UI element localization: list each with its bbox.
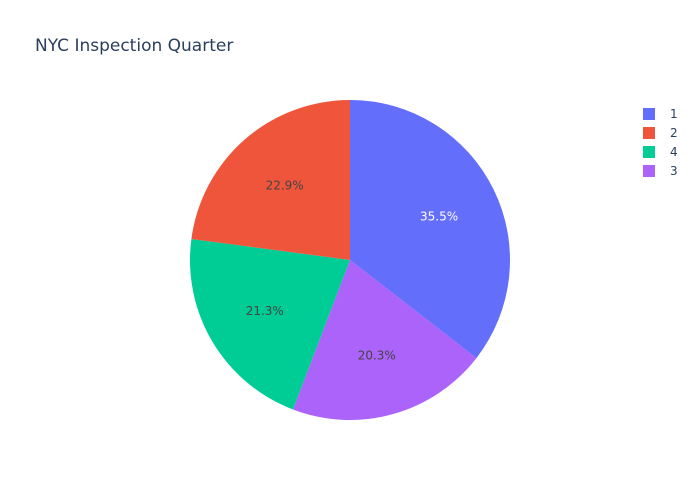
legend-label-3: 3 bbox=[670, 164, 678, 178]
pie-slice-labels: 35.5% 20.3% 21.3% 22.9% bbox=[246, 178, 458, 362]
pie-slice-3[interactable] bbox=[292, 260, 477, 420]
legend-label-2: 2 bbox=[670, 126, 678, 140]
slice-label-3: 20.3% bbox=[358, 349, 396, 363]
legend: 1 2 4 3 bbox=[643, 107, 678, 178]
chart-title: NYC Inspection Quarter bbox=[35, 36, 233, 56]
legend-item-2[interactable]: 2 bbox=[643, 126, 678, 140]
legend-item-3[interactable]: 3 bbox=[643, 164, 678, 178]
pie-slice-1[interactable] bbox=[350, 100, 510, 359]
pie-slice-4[interactable] bbox=[189, 238, 350, 410]
slice-label-2: 22.9% bbox=[266, 178, 304, 192]
legend-label-1: 1 bbox=[670, 107, 678, 121]
pie-slice-2[interactable] bbox=[191, 100, 350, 260]
legend-swatch-4 bbox=[643, 146, 655, 158]
pie-slices bbox=[189, 100, 510, 420]
legend-label-4: 4 bbox=[670, 145, 678, 159]
legend-item-1[interactable]: 1 bbox=[643, 107, 678, 121]
legend-swatch-2 bbox=[643, 127, 655, 139]
slice-label-4: 21.3% bbox=[246, 304, 284, 318]
slice-label-1: 35.5% bbox=[420, 209, 458, 223]
legend-swatch-1 bbox=[643, 108, 655, 120]
legend-item-4[interactable]: 4 bbox=[643, 145, 678, 159]
legend-swatch-3 bbox=[643, 165, 655, 177]
